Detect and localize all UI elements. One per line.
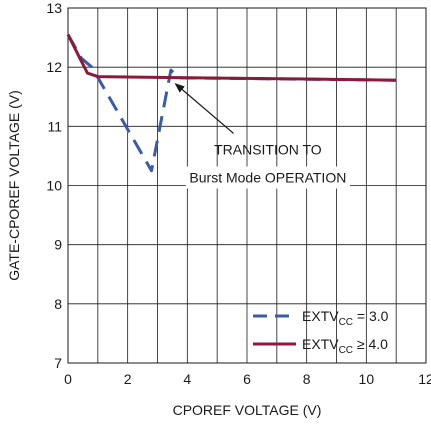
y-tick-label: 9 bbox=[54, 237, 62, 253]
x-tick-label: 4 bbox=[183, 371, 191, 387]
plot-area-frame bbox=[67, 7, 427, 364]
x-tick-labels: 0 2 4 6 8 10 12 bbox=[64, 371, 431, 387]
y-tick-label: 11 bbox=[47, 118, 62, 134]
x-tick-label: 8 bbox=[303, 371, 311, 387]
x-tick-label: 0 bbox=[64, 371, 72, 387]
annotation-line-2: Burst Mode OPERATION bbox=[189, 170, 346, 186]
y-tick-labels: 7 8 9 10 11 12 13 bbox=[46, 0, 62, 371]
legend-label: EXTVCC ≥ 4.0 bbox=[302, 336, 388, 356]
y-tick-label: 7 bbox=[54, 355, 62, 371]
series-line-extvcc-3-0 bbox=[66, 33, 397, 173]
x-tick-label: 2 bbox=[124, 371, 132, 387]
series-lines bbox=[66, 33, 397, 173]
transition-annotation: TRANSITION TO Burst Mode OPERATION bbox=[174, 83, 350, 189]
y-tick-label: 13 bbox=[46, 0, 62, 16]
y-tick-label: 8 bbox=[54, 296, 62, 312]
annotation-arrow bbox=[174, 83, 234, 134]
annotation-line-1: TRANSITION TO bbox=[214, 142, 322, 158]
annotation-background bbox=[185, 166, 350, 189]
series-line-extvcc-ge-4-0 bbox=[66, 33, 397, 82]
legend: EXTVCC = 3.0 EXTVCC ≥ 4.0 bbox=[253, 308, 389, 356]
legend-label: EXTVCC = 3.0 bbox=[302, 308, 389, 328]
y-axis-label: GATE-CPOREF VOLTAGE (V) bbox=[6, 90, 22, 281]
x-tick-label: 6 bbox=[243, 371, 251, 387]
y-tick-label: 10 bbox=[46, 178, 62, 194]
x-tick-label: 10 bbox=[359, 371, 375, 387]
x-axis-label: CPOREF VOLTAGE (V) bbox=[173, 402, 322, 418]
x-tick-label: 12 bbox=[418, 371, 431, 387]
y-tick-label: 12 bbox=[46, 59, 62, 75]
